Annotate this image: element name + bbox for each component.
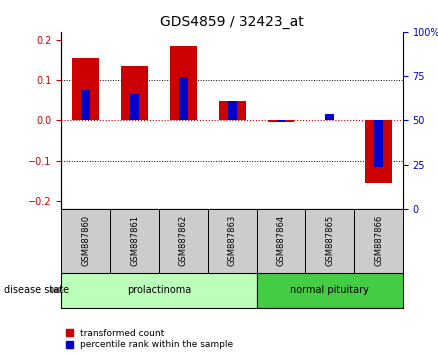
Text: GSM887865: GSM887865 [325,215,334,266]
Bar [276,120,285,122]
Bar [72,58,99,120]
Bar [228,101,237,120]
Bar [208,209,257,273]
Bar [159,209,208,273]
Text: GSM887864: GSM887864 [276,215,286,266]
Bar [130,94,139,120]
Text: normal pituitary: normal pituitary [290,285,369,295]
Text: GSM887866: GSM887866 [374,215,383,266]
Bar [219,101,246,120]
Bar [365,120,392,183]
Bar [81,90,90,120]
Legend: transformed count, percentile rank within the sample: transformed count, percentile rank withi… [66,329,233,349]
Text: GSM887860: GSM887860 [81,215,90,266]
Title: GDS4859 / 32423_at: GDS4859 / 32423_at [160,16,304,29]
Bar [170,46,197,120]
Text: GSM887862: GSM887862 [179,215,188,266]
Bar [257,209,305,273]
Text: GSM887863: GSM887863 [228,215,237,266]
Bar [325,114,334,120]
Bar [179,77,188,120]
Text: prolactinoma: prolactinoma [127,285,191,295]
Bar [305,209,354,273]
Bar [61,273,257,308]
Bar [121,66,148,120]
Bar [257,273,403,308]
Bar [61,209,110,273]
Bar [268,120,294,122]
Bar [354,209,403,273]
Text: GSM887861: GSM887861 [130,215,139,266]
Bar [374,120,383,167]
Text: disease state: disease state [4,285,70,295]
Bar [110,209,159,273]
